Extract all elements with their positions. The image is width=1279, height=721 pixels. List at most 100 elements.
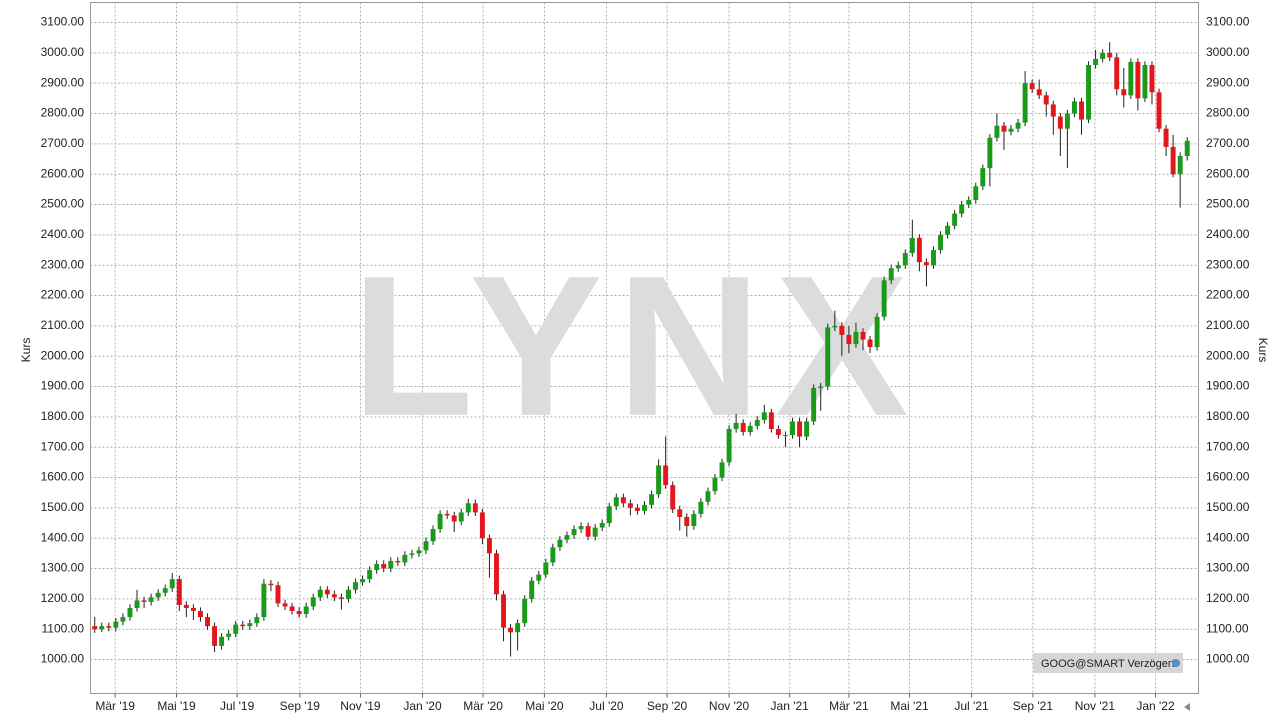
y2-tick-label: 2500.00: [1206, 197, 1250, 211]
candle-body: [825, 327, 831, 387]
candle-body: [346, 589, 351, 599]
candle-body: [1008, 128, 1014, 132]
y2-tick-label: 1800.00: [1206, 409, 1250, 423]
x-tick-label: Nov '21: [1075, 699, 1116, 713]
candle-body: [839, 325, 845, 335]
candle-body: [374, 563, 380, 571]
candle-body: [486, 538, 492, 554]
candle-body: [360, 579, 366, 583]
candle-body: [536, 574, 542, 581]
candle-body: [219, 636, 225, 646]
y2-tick-label: 1600.00: [1206, 470, 1250, 484]
plot-area: [90, 2, 1199, 694]
y2-tick-label: 1200.00: [1206, 591, 1250, 605]
candle-body: [275, 585, 281, 604]
candle-body: [1001, 125, 1007, 132]
candle-body: [719, 462, 725, 478]
candle-body: [233, 624, 239, 634]
x-tick-label: Mär '21: [829, 699, 869, 713]
candle-body: [973, 186, 979, 200]
candles: [92, 42, 1190, 657]
y2-tick-label: 1500.00: [1206, 500, 1250, 514]
candle-body: [127, 607, 133, 618]
candle-body: [790, 421, 795, 436]
badge-box: [1033, 653, 1183, 673]
y-tick-label: 2800.00: [41, 106, 85, 120]
candle-body: [176, 579, 182, 605]
candle-body: [1071, 101, 1077, 114]
candle-body: [261, 583, 267, 618]
candle-body: [557, 539, 563, 548]
candle-body: [515, 623, 521, 633]
candle-body: [698, 501, 704, 514]
x-tick-label: Sep '19: [280, 699, 321, 713]
y-axis-title: Kurs: [19, 338, 33, 363]
candle-body: [980, 168, 986, 187]
candle-body: [155, 592, 161, 598]
candle-body: [465, 503, 471, 513]
candle-body: [938, 234, 943, 251]
candle-body: [550, 547, 556, 563]
y-tick-label: 1300.00: [41, 561, 85, 575]
candle-body: [620, 497, 626, 504]
candle-body: [649, 494, 655, 505]
x-tick-label: Mai '20: [525, 699, 564, 713]
y2-tick-label: 2900.00: [1206, 75, 1250, 89]
candle-body: [606, 506, 612, 524]
y-tick-label: 1400.00: [41, 530, 85, 544]
y-tick-label: 2200.00: [41, 288, 85, 302]
y2-tick-label: 3100.00: [1206, 15, 1250, 29]
y-tick-label: 1700.00: [41, 439, 85, 453]
candle-body: [353, 582, 358, 590]
y2-tick-label: 2800.00: [1206, 106, 1250, 120]
y2-tick-label: 1700.00: [1206, 439, 1250, 453]
candle-body: [1149, 64, 1155, 93]
candle-body: [1177, 155, 1183, 175]
candle-body: [783, 435, 788, 437]
candle-body: [508, 627, 514, 633]
candle-body: [684, 516, 690, 527]
candle-body: [867, 339, 873, 348]
candle-body: [423, 541, 429, 551]
candle-body: [331, 594, 337, 598]
y-tick-label: 1800.00: [41, 409, 85, 423]
candle-body: [1029, 83, 1035, 90]
candle-body: [656, 465, 662, 495]
candle-body: [747, 425, 753, 433]
y2-tick-label: 2700.00: [1206, 136, 1250, 150]
y-tick-label: 2400.00: [41, 227, 85, 241]
candle-body: [1086, 64, 1092, 120]
x-tick-label: Sep '21: [1013, 699, 1054, 713]
candle-body: [832, 325, 838, 328]
candle-body: [106, 626, 112, 628]
candle-body: [860, 331, 866, 340]
x-tick-label: Jul '21: [954, 699, 989, 713]
candle-body: [931, 250, 936, 266]
candle-body: [691, 513, 697, 527]
candle-body: [804, 421, 810, 437]
candle-body: [494, 553, 499, 595]
y-tick-label: 2000.00: [41, 348, 85, 362]
candle-body: [677, 509, 683, 517]
candle-body: [923, 262, 929, 266]
y-tick-label: 2300.00: [41, 257, 85, 271]
candle-body: [451, 515, 457, 522]
y2-tick-label: 1000.00: [1206, 652, 1250, 666]
candle-body: [282, 603, 288, 607]
candle-body: [599, 523, 605, 528]
candle-body: [324, 589, 330, 595]
candle-body: [338, 597, 344, 599]
candle-body: [1135, 61, 1141, 99]
candle-body: [811, 388, 817, 422]
watermark: LYNX: [351, 235, 922, 458]
candle-body: [775, 428, 781, 436]
y2-tick-label: 3000.00: [1206, 45, 1250, 59]
candle-body: [148, 597, 154, 602]
scroll-arrow[interactable]: [1184, 703, 1190, 711]
candle-body: [627, 503, 633, 508]
candle-body: [712, 477, 718, 492]
candle-body: [522, 598, 528, 624]
candle-body: [740, 422, 746, 433]
y-tick-label: 1100.00: [42, 621, 85, 635]
y-tick-label: 1900.00: [41, 379, 85, 393]
